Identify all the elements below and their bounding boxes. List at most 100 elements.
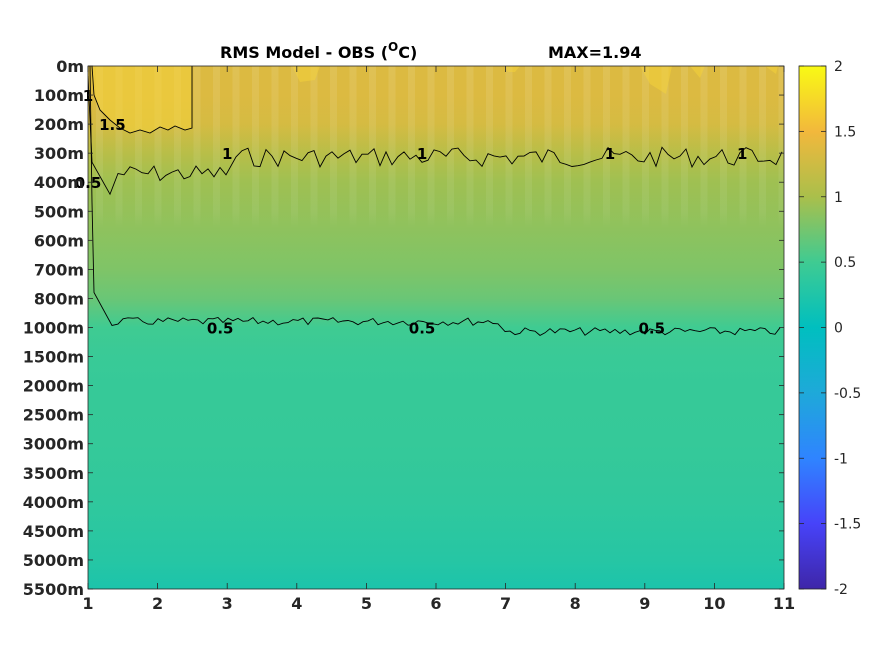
x-tick-label: 11 [773, 594, 795, 613]
texture-stripe [213, 66, 220, 328]
texture-stripe [661, 66, 669, 328]
colorbar: 2 1.5 1 0.5 0 -0.5 -1 -1.5 -2 [798, 59, 861, 598]
colorbar-tick-label: 0 [834, 321, 843, 337]
y-tick-label: 600m [34, 231, 84, 250]
colorbar-tick-label: -1 [834, 451, 848, 467]
colorbar-ticks: 2 1.5 1 0.5 0 -0.5 -1 -1.5 -2 [799, 59, 861, 598]
y-tick-label: 500m [34, 202, 84, 221]
texture-stripe [427, 66, 435, 328]
contour-label: 0.5 [409, 320, 436, 338]
texture-stripe [505, 66, 513, 328]
y-tick-label: 700m [34, 260, 84, 279]
max-label: MAX=1.94 [548, 43, 642, 62]
texture-stripe [700, 66, 708, 328]
x-tick-label: 6 [430, 594, 441, 613]
contour-label: 0.5 [639, 320, 666, 338]
texture-stripe [174, 66, 181, 328]
high-anomaly-patch [92, 66, 192, 133]
texture-stripe [408, 66, 415, 328]
texture-stripe [720, 66, 727, 328]
x-tick-label: 7 [500, 594, 511, 613]
x-tick-label: 3 [222, 594, 233, 613]
chart-title: RMS Model - OBS (OC) [220, 40, 417, 62]
texture-stripe [525, 66, 532, 328]
texture-stripe [349, 66, 357, 328]
colorbar-tick-label: 1 [834, 190, 843, 206]
colorbar-tick-label: -0.5 [834, 386, 861, 402]
x-axis: 1 2 3 4 5 6 7 8 9 10 11 [82, 66, 795, 613]
contour-label: 1.5 [99, 116, 126, 134]
x-tick-label: 9 [639, 594, 650, 613]
texture-stripe [154, 66, 162, 328]
texture-stripe [369, 66, 376, 328]
contour-line-0-5 [89, 66, 781, 336]
contour-label: 1 [417, 145, 427, 163]
contour-label: 0.5 [75, 174, 102, 192]
title-superscript: O [388, 40, 398, 54]
x-tick-label: 5 [361, 594, 372, 613]
y-tick-label: 3000m [23, 435, 84, 454]
texture-stripe [271, 66, 279, 328]
texture-stripe [388, 66, 396, 328]
title-main: RMS Model - OBS ( [220, 43, 388, 62]
contour-labels: 1.5 1 0.5 1 1 1 1 0.5 0.5 0.5 [75, 87, 748, 337]
x-tick-label: 8 [570, 594, 581, 613]
texture-stripe [135, 66, 142, 328]
y-tick-label: 4000m [23, 493, 84, 512]
y-tick-label: 200m [34, 115, 84, 134]
texture-stripe [193, 66, 201, 328]
y-tick-label: 4500m [23, 522, 84, 541]
texture-stripe [778, 66, 784, 328]
contour-line-1 [88, 75, 783, 196]
heatmap-field [88, 66, 784, 589]
contour-label: 1 [83, 87, 93, 105]
high-anomaly-patch [292, 66, 778, 94]
texture-stripe [96, 66, 103, 328]
contour-lines [88, 66, 783, 336]
colorbar-tick-label: -2 [834, 582, 848, 598]
y-tick-label: 5500m [23, 580, 84, 599]
texture-stripe [583, 66, 591, 328]
plot-area [88, 66, 784, 589]
contour-line-1-5 [91, 66, 193, 134]
texture-stripe [115, 66, 123, 328]
texture-stripe [564, 66, 571, 328]
texture-stripe [759, 66, 766, 328]
texture-stripe [603, 66, 610, 328]
y-tick-label: 800m [34, 289, 84, 308]
y-tick-label: 3500m [23, 464, 84, 483]
texture-stripe [310, 66, 318, 328]
texture-stripe [739, 66, 747, 328]
contour-label: 0.5 [207, 320, 234, 338]
texture-stripe [252, 66, 259, 328]
contour-label: 1 [605, 145, 615, 163]
y-tick-label: 300m [34, 144, 84, 163]
texture-stripe [466, 66, 474, 328]
x-tick-label: 10 [703, 594, 725, 613]
texture-stripe [291, 66, 298, 328]
heatmap-texture [96, 66, 784, 328]
y-tick-label: 1000m [23, 319, 84, 338]
title-suffix: C) [398, 43, 417, 62]
y-tick-label: 5000m [23, 551, 84, 570]
texture-stripe [642, 66, 649, 328]
y-tick-label: 1500m [23, 348, 84, 367]
texture-stripe [622, 66, 630, 328]
texture-stripe [330, 66, 337, 328]
y-tick-label: 2500m [23, 406, 84, 425]
texture-stripe [681, 66, 688, 328]
y-tick-label: 100m [34, 86, 84, 105]
texture-stripe [232, 66, 240, 328]
contour-label: 1 [222, 145, 232, 163]
texture-stripe [544, 66, 552, 328]
texture-stripe [486, 66, 493, 328]
colorbar-tick-label: 0.5 [834, 255, 856, 271]
y-tick-label: 0m [56, 57, 84, 76]
x-tick-label: 1 [82, 594, 93, 613]
y-axis: 0m100m200m300m400m500m600m700m800m1000m1… [23, 57, 784, 599]
contour-label: 1 [737, 145, 747, 163]
colorbar-tick-label: -1.5 [834, 517, 861, 533]
texture-stripe [447, 66, 454, 328]
x-tick-label: 2 [152, 594, 163, 613]
